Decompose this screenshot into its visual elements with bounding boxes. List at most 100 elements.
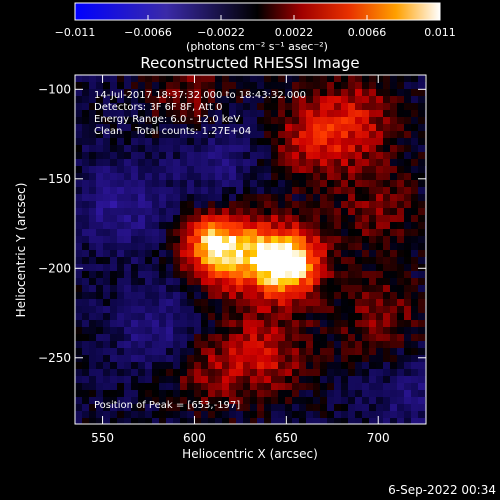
heatmap-cell bbox=[292, 145, 300, 153]
heatmap-cell bbox=[320, 103, 328, 111]
heatmap-cell bbox=[96, 390, 104, 398]
heatmap-cell bbox=[355, 215, 363, 223]
heatmap-cell bbox=[166, 334, 174, 342]
heatmap-cell bbox=[404, 369, 412, 377]
heatmap-cell bbox=[103, 313, 111, 321]
heatmap-cell bbox=[257, 180, 265, 188]
heatmap-cell bbox=[285, 285, 293, 293]
heatmap-cell bbox=[397, 404, 405, 412]
heatmap-cell bbox=[180, 418, 188, 424]
heatmap-cell bbox=[327, 404, 335, 412]
heatmap-cell bbox=[348, 187, 356, 195]
heatmap-cell bbox=[75, 376, 83, 384]
heatmap-cell bbox=[320, 383, 328, 391]
heatmap-cell bbox=[348, 222, 356, 230]
heatmap-cell bbox=[222, 264, 230, 272]
heatmap-cell bbox=[75, 271, 83, 279]
heatmap-cell bbox=[110, 285, 118, 293]
heatmap-cell bbox=[397, 369, 405, 377]
heatmap-cell bbox=[264, 194, 272, 202]
heatmap-cell bbox=[299, 117, 307, 125]
heatmap-cell bbox=[131, 229, 139, 237]
heatmap-cell bbox=[152, 75, 160, 83]
heatmap-cell bbox=[180, 313, 188, 321]
heatmap-cell bbox=[320, 313, 328, 321]
heatmap-cell bbox=[166, 313, 174, 321]
heatmap-cell bbox=[243, 187, 251, 195]
heatmap-cell bbox=[362, 82, 370, 90]
heatmap-cell bbox=[89, 229, 97, 237]
heatmap-cell bbox=[138, 418, 146, 424]
heatmap-cell bbox=[369, 243, 377, 251]
heatmap-cell bbox=[306, 404, 314, 412]
heatmap-cell bbox=[334, 306, 342, 314]
heatmap-cell bbox=[89, 383, 97, 391]
heatmap-cell bbox=[264, 222, 272, 230]
heatmap-cell bbox=[292, 313, 300, 321]
heatmap-cell bbox=[376, 376, 384, 384]
heatmap-cell bbox=[250, 313, 258, 321]
heatmap-cell bbox=[131, 222, 139, 230]
heatmap-cell bbox=[89, 320, 97, 328]
heatmap-cell bbox=[117, 362, 125, 370]
heatmap-cell bbox=[201, 341, 209, 349]
heatmap-cell bbox=[89, 82, 97, 90]
heatmap-cell bbox=[159, 89, 167, 97]
heatmap-cell bbox=[264, 285, 272, 293]
heatmap-cell bbox=[383, 152, 391, 160]
heatmap-cell bbox=[152, 348, 160, 356]
heatmap-cell bbox=[173, 236, 181, 244]
heatmap-cell bbox=[159, 103, 167, 111]
heatmap-cell bbox=[369, 180, 377, 188]
heatmap-cell bbox=[159, 215, 167, 223]
heatmap-cell bbox=[138, 159, 146, 167]
heatmap-cell bbox=[110, 110, 118, 118]
heatmap-cell bbox=[369, 376, 377, 384]
heatmap-cell bbox=[348, 334, 356, 342]
heatmap-cell bbox=[159, 194, 167, 202]
heatmap-cell bbox=[201, 229, 209, 237]
heatmap-cell bbox=[418, 145, 426, 153]
heatmap-cell bbox=[117, 103, 125, 111]
heatmap-cell bbox=[278, 278, 286, 286]
heatmap-cell bbox=[355, 166, 363, 174]
heatmap-cell bbox=[292, 362, 300, 370]
heatmap-cell bbox=[229, 362, 237, 370]
heatmap-cell bbox=[250, 383, 258, 391]
heatmap-cell bbox=[75, 243, 83, 251]
heatmap-cell bbox=[264, 152, 272, 160]
heatmap-cell bbox=[362, 215, 370, 223]
heatmap-cell bbox=[271, 278, 279, 286]
heatmap-cell bbox=[96, 376, 104, 384]
heatmap-cell bbox=[110, 103, 118, 111]
heatmap-cell bbox=[418, 243, 426, 251]
heatmap-cell bbox=[208, 397, 216, 405]
heatmap-cell bbox=[313, 110, 321, 118]
heatmap-cell bbox=[320, 369, 328, 377]
heatmap-cell bbox=[341, 299, 349, 307]
heatmap-cell bbox=[89, 103, 97, 111]
heatmap-cell bbox=[131, 278, 139, 286]
heatmap-cell bbox=[250, 96, 258, 104]
heatmap-cell bbox=[201, 383, 209, 391]
heatmap-cell bbox=[75, 355, 83, 363]
heatmap-cell bbox=[257, 117, 265, 125]
heatmap-cell bbox=[320, 159, 328, 167]
heatmap-cell bbox=[82, 278, 90, 286]
heatmap-cell bbox=[341, 327, 349, 335]
heatmap-cell bbox=[250, 348, 258, 356]
heatmap-cell bbox=[82, 341, 90, 349]
heatmap-cell bbox=[334, 334, 342, 342]
heatmap-cell bbox=[152, 250, 160, 258]
heatmap-cell bbox=[166, 82, 174, 90]
heatmap-cell bbox=[257, 320, 265, 328]
heatmap-cell bbox=[131, 82, 139, 90]
heatmap-cell bbox=[292, 250, 300, 258]
heatmap-cell bbox=[222, 306, 230, 314]
heatmap-cell bbox=[320, 138, 328, 146]
heatmap-cell bbox=[229, 110, 237, 118]
heatmap-cell bbox=[299, 397, 307, 405]
heatmap-cell bbox=[201, 264, 209, 272]
heatmap-cell bbox=[194, 201, 202, 209]
heatmap-cell bbox=[236, 348, 244, 356]
